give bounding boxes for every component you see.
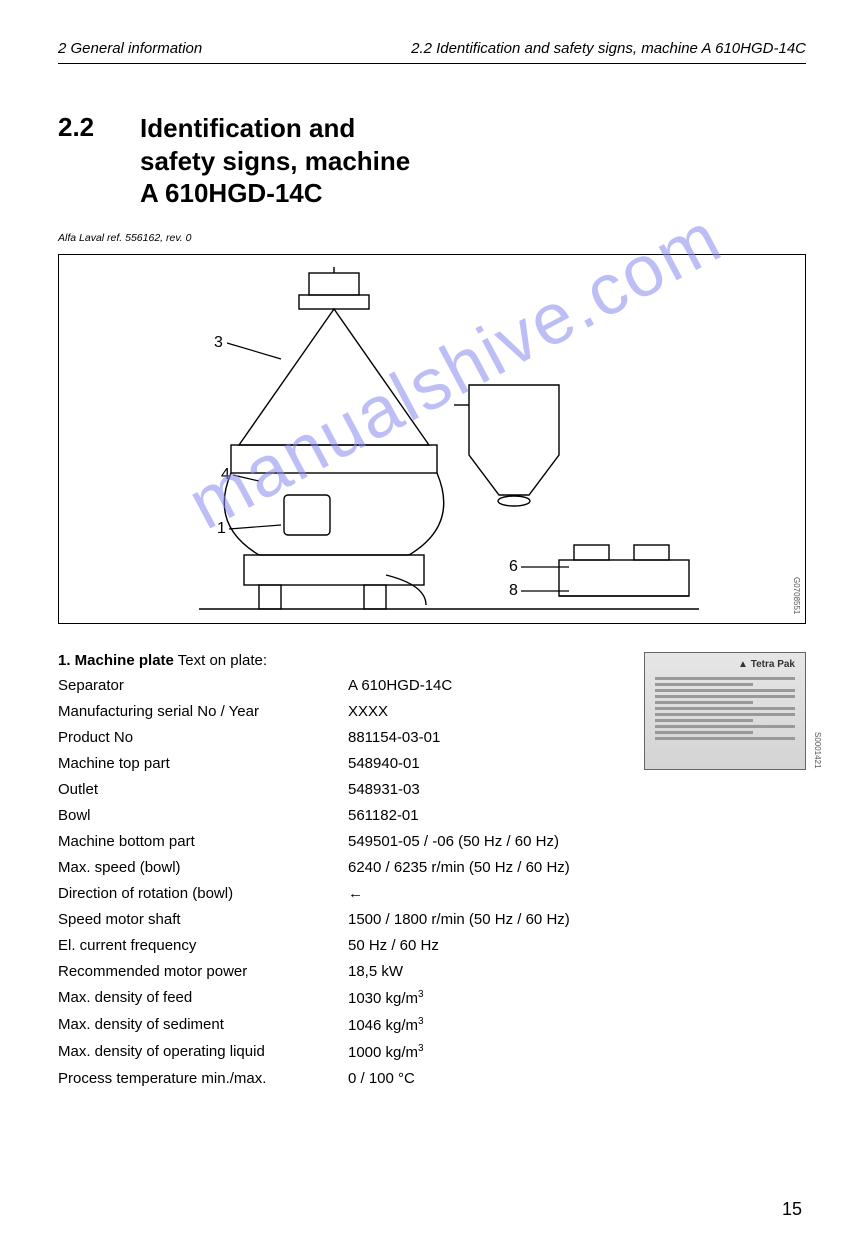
callout-4: 4 <box>221 466 230 483</box>
spec-label: Max. density of sediment <box>58 1016 348 1034</box>
spec-row: Process temperature min./max.0 / 100 °C <box>58 1070 806 1087</box>
spec-row: Max. density of feed1030 kg/m3 <box>58 989 806 1007</box>
spec-label: Outlet <box>58 781 348 798</box>
spec-label: El. current frequency <box>58 937 348 954</box>
spec-value: 1046 kg/m3 <box>348 1016 424 1034</box>
nameplate-side-code: S0001421 <box>813 732 822 768</box>
spec-row: Direction of rotation (bowl)← <box>58 885 806 902</box>
spec-row: Max. speed (bowl)6240 / 6235 r/min (50 H… <box>58 859 806 876</box>
page-number: 15 <box>782 1199 802 1220</box>
spec-value: 6240 / 6235 r/min (50 Hz / 60 Hz) <box>348 859 570 876</box>
plate-heading-rest: Text on plate: <box>174 652 267 669</box>
reference-note: Alfa Laval ref. 556162, rev. 0 <box>58 232 806 244</box>
section-title-line: A 610HGD-14C <box>140 177 410 210</box>
callout-3: 3 <box>214 334 223 351</box>
spec-value: A 610HGD-14C <box>348 677 452 694</box>
spec-value: 1030 kg/m3 <box>348 989 424 1007</box>
spec-value: 18,5 kW <box>348 963 403 980</box>
spec-value: XXXX <box>348 703 388 720</box>
nameplate-brand: ▲ Tetra Pak <box>738 659 795 670</box>
spec-row: Bowl561182-01 <box>58 807 806 824</box>
spec-label: Manufacturing serial No / Year <box>58 703 348 720</box>
nameplate-lines <box>655 677 795 743</box>
spec-value: 0 / 100 °C <box>348 1070 415 1087</box>
spec-value: 549501-05 / -06 (50 Hz / 60 Hz) <box>348 833 559 850</box>
machine-svg: 3 4 1 6 8 <box>59 255 806 624</box>
spec-row: Outlet548931-03 <box>58 781 806 798</box>
spec-row: Speed motor shaft1500 / 1800 r/min (50 H… <box>58 911 806 928</box>
plate-heading-bold: 1. Machine plate <box>58 652 174 669</box>
spec-label: Max. density of operating liquid <box>58 1043 348 1061</box>
spec-value: ← <box>348 885 363 902</box>
spec-row: Recommended motor power18,5 kW <box>58 963 806 980</box>
section-heading: 2.2 Identification and safety signs, mac… <box>58 112 806 210</box>
section-number: 2.2 <box>58 112 140 210</box>
section-title-line: safety signs, machine <box>140 145 410 178</box>
spec-label: Separator <box>58 677 348 694</box>
spec-label: Speed motor shaft <box>58 911 348 928</box>
spec-label: Product No <box>58 729 348 746</box>
spec-value: 50 Hz / 60 Hz <box>348 937 439 954</box>
spec-label: Recommended motor power <box>58 963 348 980</box>
spec-label: Machine bottom part <box>58 833 348 850</box>
section-title: Identification and safety signs, machine… <box>140 112 410 210</box>
header-left: 2 General information <box>58 40 202 57</box>
callout-8: 8 <box>509 582 518 599</box>
spec-label: Machine top part <box>58 755 348 772</box>
nameplate-thumbnail: ▲ Tetra Pak <box>644 652 806 770</box>
machine-figure: 3 4 1 6 8 G0708551 <box>58 254 806 624</box>
spec-value: 548940-01 <box>348 755 420 772</box>
page-header: 2 General information 2.2 Identification… <box>58 40 806 64</box>
spec-label: Max. speed (bowl) <box>58 859 348 876</box>
spec-value: 1500 / 1800 r/min (50 Hz / 60 Hz) <box>348 911 570 928</box>
machine-plate-block: ▲ Tetra Pak S0001421 1. Machine plate Te… <box>58 652 806 1087</box>
figure-side-code: G0708551 <box>792 577 801 614</box>
spec-value: 561182-01 <box>348 807 419 824</box>
spec-value: 881154-03-01 <box>348 729 440 746</box>
header-right: 2.2 Identification and safety signs, mac… <box>411 40 806 57</box>
spec-label: Max. density of feed <box>58 989 348 1007</box>
spec-label: Direction of rotation (bowl) <box>58 885 348 902</box>
spec-row: Max. density of operating liquid1000 kg/… <box>58 1043 806 1061</box>
section-title-line: Identification and <box>140 112 410 145</box>
spec-row: Max. density of sediment1046 kg/m3 <box>58 1016 806 1034</box>
spec-label: Process temperature min./max. <box>58 1070 348 1087</box>
spec-row: Machine bottom part549501-05 / -06 (50 H… <box>58 833 806 850</box>
spec-value: 1000 kg/m3 <box>348 1043 424 1061</box>
spec-row: El. current frequency50 Hz / 60 Hz <box>58 937 806 954</box>
callout-6: 6 <box>509 558 518 575</box>
callout-1: 1 <box>217 520 226 537</box>
spec-label: Bowl <box>58 807 348 824</box>
spec-value: 548931-03 <box>348 781 420 798</box>
